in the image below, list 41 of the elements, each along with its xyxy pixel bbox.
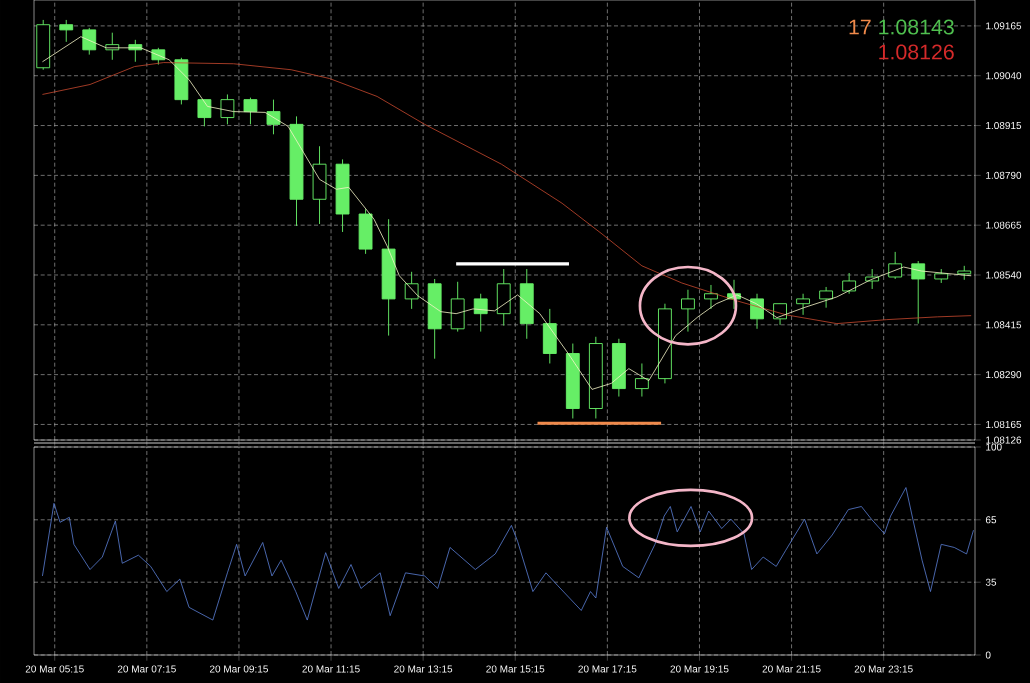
candlestick <box>404 271 419 310</box>
y-tick-label: 1.08665 <box>986 221 1022 229</box>
annotation: 17 <box>849 19 871 35</box>
candlestick <box>796 293 810 316</box>
x-tick-label: 20 Mar 11:15 <box>302 665 360 673</box>
x-tick-label: 20 Mar 21:15 <box>762 665 821 673</box>
y-tick-label: 100 <box>986 443 1002 451</box>
annotation: 1.08143 <box>879 19 954 35</box>
x-tick-label: 20 Mar 13:15 <box>394 665 453 673</box>
candlestick <box>473 293 488 333</box>
x-tick-label: 20 Mar 17:15 <box>578 665 637 673</box>
y-tick-label: 65 <box>985 516 997 524</box>
y-tick-label: 1.08415 <box>986 321 1022 329</box>
y-tick-label: 1.08290 <box>986 371 1022 379</box>
x-tick-label: 20 Mar 15:15 <box>486 665 545 673</box>
x-tick-label: 20 Mar 19:15 <box>670 665 729 673</box>
candlestick <box>220 93 235 125</box>
y-tick-label: 1.09040 <box>986 72 1022 80</box>
x-tick-label: 20 Mar 23:15 <box>854 665 913 673</box>
y-tick-label: 0 <box>985 651 991 659</box>
x-tick-label: 20 Mar 09:15 <box>209 665 268 673</box>
y-tick-label: 1.09165 <box>986 22 1022 30</box>
annotation: 1.08126 <box>879 44 954 60</box>
candlestick <box>842 272 857 295</box>
y-tick-label: 1.08915 <box>986 122 1022 130</box>
candlestick <box>819 286 834 309</box>
candlestick <box>82 27 97 56</box>
candlestick <box>911 260 926 325</box>
y-tick-label: 35 <box>985 578 997 586</box>
candlestick <box>243 97 258 125</box>
candlestick <box>59 19 74 43</box>
x-tick-label: 20 Mar 07:15 <box>117 665 176 673</box>
candlestick <box>681 289 695 333</box>
y-tick-label: 1.08790 <box>986 171 1022 179</box>
y-tick-label: 1.08540 <box>986 271 1022 279</box>
candlestick <box>634 363 649 398</box>
y-tick-label: 1.08165 <box>986 420 1022 428</box>
y-tick-label: 1.08126 <box>986 436 1022 444</box>
candlestick <box>704 284 718 310</box>
x-tick-label: 20 Mar 05:15 <box>25 665 84 673</box>
candlestick <box>197 99 212 127</box>
